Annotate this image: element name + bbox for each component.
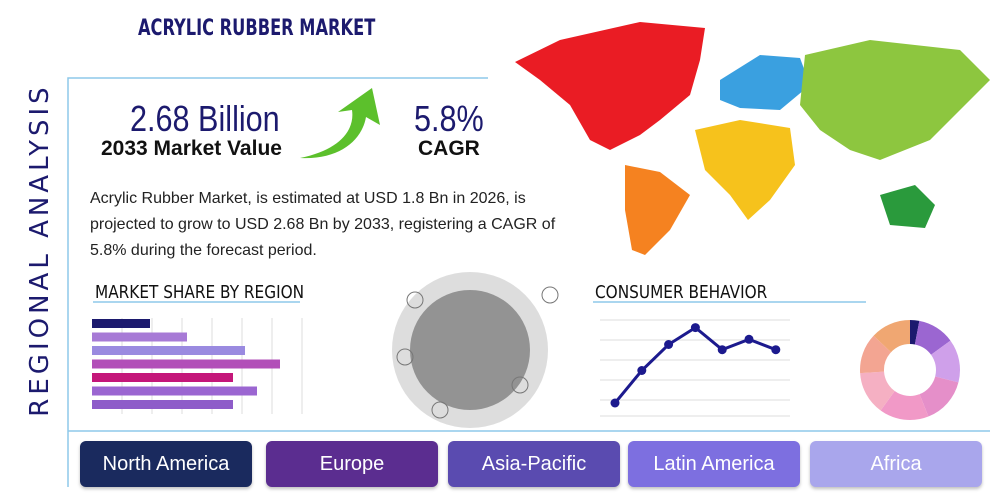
donut-segment <box>880 391 929 421</box>
market-value: 2.68 Billion <box>130 98 280 139</box>
frame <box>67 77 990 487</box>
donut-segment <box>910 320 920 345</box>
growth-arrow <box>300 88 380 159</box>
region-button[interactable]: Africa <box>810 441 982 487</box>
bar <box>92 332 187 342</box>
title: ACRYLIC RUBBER MARKET <box>138 16 376 41</box>
region-button[interactable]: Latin America <box>628 441 800 487</box>
line-grid <box>600 319 790 417</box>
region-button[interactable]: Europe <box>266 441 438 487</box>
section-title: CONSUMER BEHAVIOR <box>595 282 768 303</box>
description: Acrylic Rubber Market, is estimated at U… <box>90 190 556 259</box>
market-value-label: 2033 Market Value <box>101 137 282 160</box>
line-point <box>664 340 674 349</box>
donut-segment <box>873 320 910 353</box>
cagr-label: CAGR <box>418 137 480 160</box>
line-point <box>717 345 727 355</box>
line-point <box>744 334 754 344</box>
donut-segment <box>931 340 960 383</box>
side-label: REGIONAL ANALYSIS <box>25 83 55 417</box>
bar <box>92 359 280 369</box>
donut-segment <box>860 371 895 411</box>
bar <box>92 400 233 409</box>
section-title: MARKET SHARE BY REGION <box>95 282 305 303</box>
donut-segment <box>860 335 892 374</box>
region-button[interactable]: North America <box>80 441 252 487</box>
bar <box>92 386 257 396</box>
donut-segment <box>914 320 951 355</box>
line-point <box>690 323 700 333</box>
network-globe <box>392 272 559 428</box>
world-map <box>515 22 990 255</box>
bar <box>92 346 245 355</box>
region-button[interactable]: Asia-Pacific <box>448 441 620 487</box>
line-point <box>610 398 620 408</box>
donut-segment <box>919 376 959 417</box>
line-point <box>771 345 781 355</box>
cagr: 5.8% <box>414 98 484 139</box>
bar <box>92 319 150 328</box>
bar <box>92 373 233 382</box>
line-point <box>637 366 647 375</box>
